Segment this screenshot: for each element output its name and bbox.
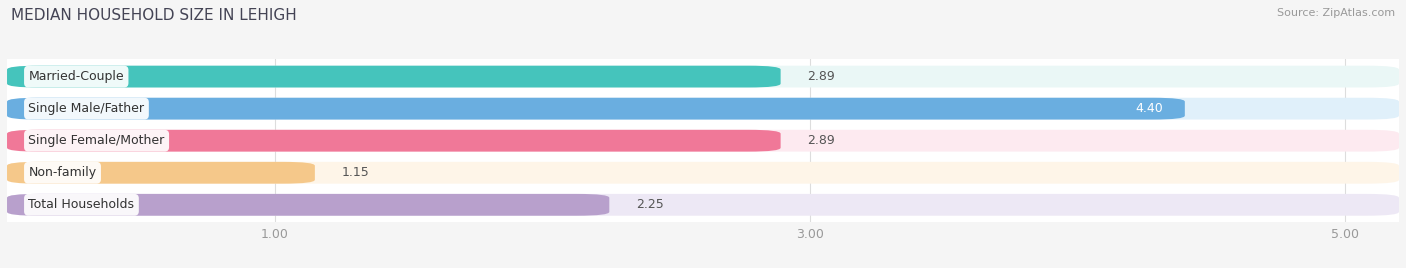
Text: 1.15: 1.15: [342, 166, 370, 179]
Text: 2.25: 2.25: [636, 198, 664, 211]
Text: 2.89: 2.89: [807, 134, 835, 147]
FancyBboxPatch shape: [7, 130, 780, 152]
Text: MEDIAN HOUSEHOLD SIZE IN LEHIGH: MEDIAN HOUSEHOLD SIZE IN LEHIGH: [11, 8, 297, 23]
FancyBboxPatch shape: [7, 98, 1185, 120]
Text: Total Households: Total Households: [28, 198, 135, 211]
Text: 2.89: 2.89: [807, 70, 835, 83]
Text: Married-Couple: Married-Couple: [28, 70, 124, 83]
FancyBboxPatch shape: [7, 98, 1399, 120]
FancyBboxPatch shape: [7, 194, 1399, 216]
FancyBboxPatch shape: [7, 130, 1399, 152]
FancyBboxPatch shape: [7, 66, 1399, 87]
FancyBboxPatch shape: [7, 66, 780, 87]
Text: Source: ZipAtlas.com: Source: ZipAtlas.com: [1277, 8, 1395, 18]
Text: Single Female/Mother: Single Female/Mother: [28, 134, 165, 147]
Text: 4.40: 4.40: [1136, 102, 1163, 115]
FancyBboxPatch shape: [7, 194, 609, 216]
Text: Single Male/Father: Single Male/Father: [28, 102, 145, 115]
Text: Non-family: Non-family: [28, 166, 97, 179]
FancyBboxPatch shape: [7, 162, 315, 184]
FancyBboxPatch shape: [7, 162, 1399, 184]
